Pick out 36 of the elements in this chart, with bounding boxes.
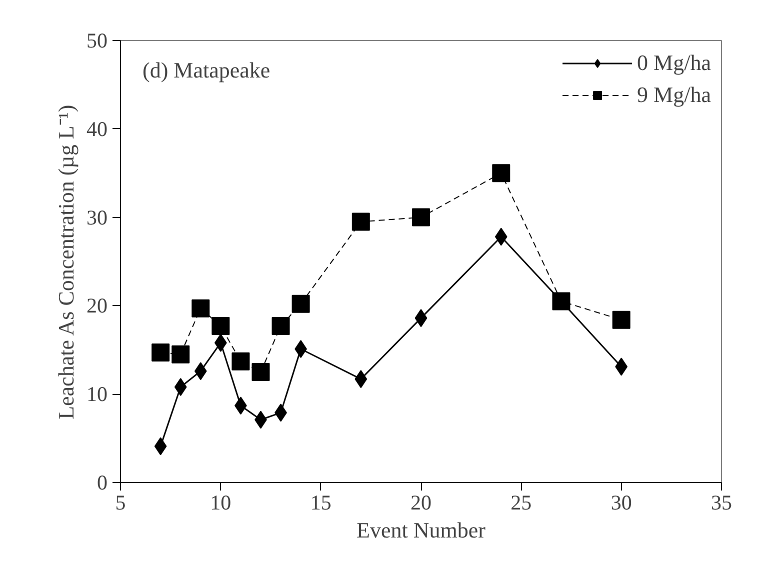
point (232, 352, 250, 370)
legend-label: 0 Mg/ha (637, 50, 711, 76)
y-tick-label: 0 (97, 470, 108, 494)
point (252, 363, 270, 381)
y-tick-label: 40 (86, 116, 108, 141)
x-axis-title: Event Number (356, 518, 486, 542)
x-tick-label: 20 (410, 490, 432, 514)
point (192, 299, 210, 318)
point (414, 309, 428, 328)
point (412, 208, 430, 226)
point (492, 164, 510, 182)
point (352, 212, 370, 231)
point (174, 378, 187, 396)
point (154, 437, 167, 456)
point (494, 228, 508, 246)
y-axis-title: Leachate As Concentration (µg L⁻¹) (54, 104, 78, 420)
point (194, 362, 207, 380)
point (172, 345, 190, 364)
y-tick-label: 30 (86, 205, 108, 230)
y-tick-label: 10 (86, 382, 108, 406)
point (612, 310, 630, 329)
x-tick-label: 15 (310, 490, 332, 514)
legend-label: 9 Mg/ha (637, 82, 711, 108)
x-tick-label: 10 (210, 490, 232, 514)
annotation: (d) Matapeake (142, 58, 270, 82)
x-tick-label: 25 (510, 490, 532, 514)
x-tick-label: 30 (610, 490, 632, 514)
point (292, 294, 310, 313)
y-tick-label: 50 (86, 28, 108, 52)
point (354, 370, 368, 388)
x-tick-label: 35 (711, 490, 732, 514)
x-tick-label: 5 (115, 490, 126, 514)
point (272, 317, 290, 336)
y-tick-label: 20 (86, 294, 108, 318)
point (212, 317, 230, 336)
point (152, 344, 170, 362)
